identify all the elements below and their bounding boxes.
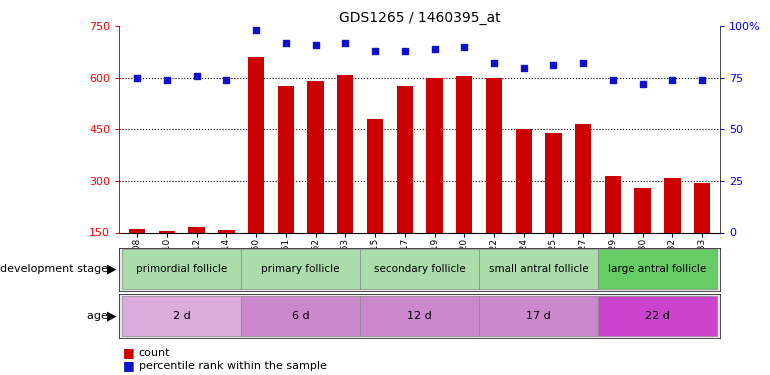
Bar: [337, 75, 353, 284]
Bar: [665, 178, 681, 284]
Bar: [516, 129, 532, 284]
Point: [517, 64, 530, 70]
Text: 17 d: 17 d: [526, 311, 551, 321]
Title: GDS1265 / 1460395_at: GDS1265 / 1460395_at: [339, 11, 500, 25]
Text: primary follicle: primary follicle: [262, 264, 340, 274]
Text: ▶: ▶: [107, 262, 117, 276]
Bar: [545, 133, 561, 284]
Bar: [598, 296, 717, 336]
Point: [339, 40, 351, 46]
Bar: [360, 296, 479, 336]
Point: [428, 46, 440, 52]
Point: [161, 77, 173, 83]
Bar: [634, 188, 651, 284]
Bar: [486, 78, 502, 284]
Bar: [278, 86, 294, 284]
Point: [310, 42, 322, 48]
Text: 6 d: 6 d: [292, 311, 310, 321]
Bar: [241, 249, 360, 290]
Text: 22 d: 22 d: [645, 311, 670, 321]
Bar: [159, 231, 175, 284]
Bar: [575, 124, 591, 284]
Text: ■: ■: [123, 359, 139, 372]
Point: [369, 48, 381, 54]
Text: secondary follicle: secondary follicle: [374, 264, 465, 274]
Bar: [307, 81, 323, 284]
Bar: [397, 86, 413, 284]
Bar: [241, 296, 360, 336]
Text: ■: ■: [123, 346, 139, 359]
Point: [190, 73, 203, 79]
Bar: [360, 249, 479, 290]
Bar: [694, 183, 710, 284]
Text: large antral follicle: large antral follicle: [608, 264, 707, 274]
Bar: [367, 119, 383, 284]
Bar: [129, 229, 146, 284]
Text: 2 d: 2 d: [173, 311, 191, 321]
Text: percentile rank within the sample: percentile rank within the sample: [139, 361, 326, 370]
Bar: [248, 57, 264, 284]
Bar: [189, 227, 205, 284]
Point: [696, 77, 708, 83]
Point: [488, 60, 500, 66]
Point: [399, 48, 411, 54]
Text: 12 d: 12 d: [407, 311, 432, 321]
Text: age: age: [87, 311, 112, 321]
Text: development stage: development stage: [0, 264, 112, 274]
Point: [458, 44, 470, 50]
Point: [577, 60, 589, 66]
Bar: [427, 78, 443, 284]
Point: [280, 40, 292, 46]
Bar: [598, 249, 717, 290]
Bar: [218, 230, 235, 284]
Text: count: count: [139, 348, 170, 357]
Point: [250, 27, 263, 33]
Bar: [122, 249, 241, 290]
Text: primordial follicle: primordial follicle: [136, 264, 227, 274]
Point: [607, 77, 619, 83]
Point: [220, 77, 233, 83]
Text: ▶: ▶: [107, 309, 117, 322]
Bar: [456, 76, 473, 284]
Bar: [479, 296, 598, 336]
Point: [547, 62, 560, 68]
Text: small antral follicle: small antral follicle: [489, 264, 588, 274]
Point: [666, 77, 678, 83]
Bar: [604, 176, 621, 284]
Bar: [122, 296, 241, 336]
Point: [131, 75, 143, 81]
Point: [637, 81, 649, 87]
Bar: [479, 249, 598, 290]
